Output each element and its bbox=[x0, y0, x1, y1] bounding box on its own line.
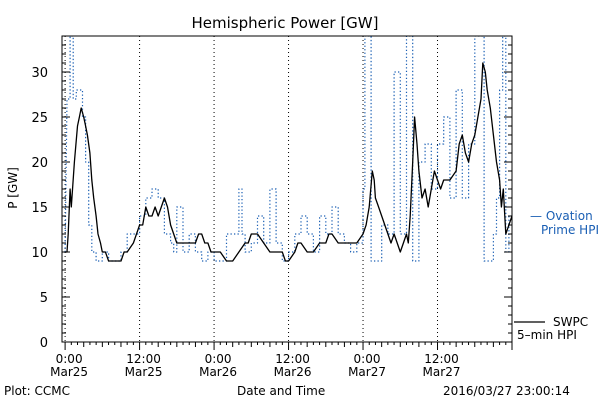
y-axis-label: P [GW] bbox=[6, 167, 20, 209]
x-tick-date: Mar25 bbox=[50, 365, 88, 379]
x-tick-date: Mar27 bbox=[348, 365, 386, 379]
y-tick-label: 5 bbox=[40, 291, 48, 306]
x-tick-date: Mar26 bbox=[199, 365, 237, 379]
y-tick-label: 0 bbox=[40, 336, 48, 351]
x-tick-date: Mar26 bbox=[274, 365, 312, 379]
y-tick-label: 25 bbox=[31, 111, 48, 126]
x-tick-time: 0:00 bbox=[354, 352, 381, 366]
swpc-series-line bbox=[65, 62, 512, 262]
x-tick-time: 12:00 bbox=[424, 352, 459, 366]
plot-frame bbox=[61, 35, 513, 343]
legend-ovation-label: Prime HPI bbox=[541, 223, 599, 237]
plot-timestamp: 2016/03/27 23:00:14 bbox=[443, 384, 570, 398]
plot-credit: Plot: CCMC bbox=[4, 384, 70, 398]
y-tick-label: 10 bbox=[31, 246, 48, 261]
x-tick-time: 0:00 bbox=[205, 352, 232, 366]
x-tick-time: 12:00 bbox=[275, 352, 310, 366]
x-tick-time: 12:00 bbox=[126, 352, 161, 366]
x-axis-label: Date and Time bbox=[237, 384, 326, 398]
y-axis: 0 5 10 15 20 25 30 bbox=[31, 44, 512, 351]
y-tick-label: 30 bbox=[31, 66, 48, 81]
y-tick-label: 20 bbox=[31, 156, 48, 171]
y-tick-label: 15 bbox=[31, 201, 48, 216]
ovation-series-line bbox=[64, 36, 512, 262]
x-tick-date: Mar27 bbox=[423, 365, 461, 379]
x-tick-time: 0:00 bbox=[56, 352, 83, 366]
x-tick-date: Mar25 bbox=[125, 365, 163, 379]
series-layer bbox=[64, 36, 512, 262]
legend-swpc-label: 5–min HPI bbox=[517, 328, 577, 342]
legend-swpc-label: SWPC bbox=[553, 315, 588, 329]
legend-ovation-label: — Ovation bbox=[530, 209, 593, 223]
x-axis: 0:00Mar2512:00Mar250:00Mar2612:00Mar260:… bbox=[50, 342, 513, 379]
chart-title: Hemispheric Power [GW] bbox=[192, 14, 379, 32]
grid-lines bbox=[64, 36, 439, 342]
